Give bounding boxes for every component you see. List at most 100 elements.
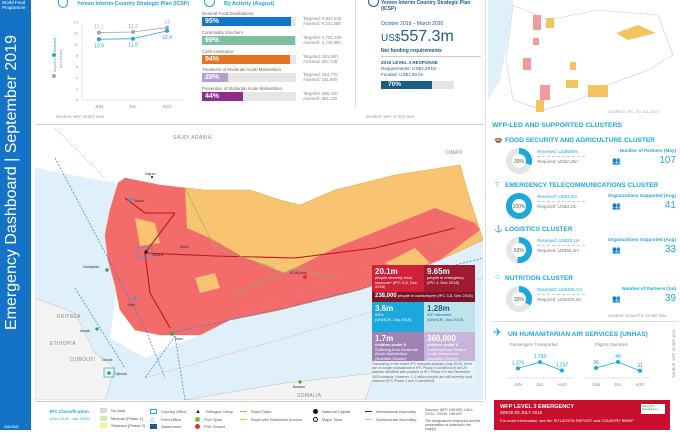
cluster-received: Received: US$106.7m [537, 287, 583, 292]
people-group-icon: 👥 [612, 296, 621, 303]
port-open-icon [195, 416, 200, 422]
divider [355, 0, 356, 108]
funded-progress-bar: 70% [381, 81, 454, 89]
city-taizz[interactable]: Taizz [127, 303, 135, 307]
donut-fill [506, 148, 532, 174]
field-office-icon: △ [150, 416, 155, 423]
legend-label: National Capital [322, 409, 351, 414]
donut-fill [506, 286, 532, 312]
y-tick-label: 4 [76, 75, 79, 80]
activity-numbers: Targeted: 381,580 Assisted: 357,748 [303, 54, 338, 64]
activity-assisted: Assisted: 357,748 [303, 58, 338, 64]
x-tick-label: JUL [536, 382, 544, 387]
activity-targeted: Targeted: 381,580 [303, 53, 338, 59]
stat-mam: 1.7m children under 5 Suffering from Moder… [372, 332, 424, 361]
donut-label: 100% [513, 204, 526, 210]
label-saudi-arabia: SAUDI ARABIA [173, 135, 212, 141]
activity-targeted: Targeted: 2,781,200 [303, 34, 342, 40]
legend-assisted: Assisted [53, 37, 57, 53]
data-label: 13 [164, 20, 170, 26]
nutrition-icon: ☺ [494, 274, 502, 281]
cluster-received: Received: US$29.1m [537, 238, 580, 243]
divider [35, 124, 483, 125]
city-aden[interactable]: Aden [175, 337, 183, 341]
stat-source: (IPC 3-5, Dec 2018) [437, 293, 473, 298]
cluster-name: FOOD SECURITY AND AGRICULTURE CLUSTER [505, 137, 655, 144]
x-tick-label: AUG [162, 104, 171, 109]
funding-amount: US$557.3m [381, 28, 454, 46]
data-point [516, 366, 520, 371]
y-tick-label: 2 [76, 86, 79, 91]
unhas-title: UN HUMANITARIAN AIR SERVICES (UNHAS) [508, 331, 648, 338]
activity-label: Cash Assistance [202, 48, 234, 54]
donut-fill [506, 193, 532, 219]
country-office-icon [137, 246, 153, 258]
stat-value: 238,000 [375, 293, 397, 299]
city-mukalla[interactable]: Al Mukalla [290, 271, 307, 275]
legend-ipc-item: Stressed (Phase 2) [100, 423, 145, 429]
title-separator: | [3, 157, 20, 162]
legend-sources: Sources: WFP, UNOWS, DALL, OCSC, OCHA, U… [425, 408, 481, 431]
data-label: 1,237 [556, 362, 569, 368]
data-label: 12.1 [94, 25, 104, 31]
x-tick-label: AUG [557, 382, 566, 387]
flights-line-chart: JUN JUL AUG 36 46 31 [585, 354, 651, 387]
clusters-source: SOURCE: OCHA FTS, 24 SEP 2019 [608, 314, 667, 318]
city-djibouti[interactable]: Djibouti [115, 372, 127, 376]
activity-numbers: Targeted: 9,837,040 Assisted: 9,331,080 [303, 16, 341, 26]
city-obock[interactable]: Obock [102, 358, 113, 362]
sources-text: Sources: WFP, UNOWS, DALL, OCSC, OCHA, U… [425, 408, 475, 417]
funding-currency: US$ [381, 33, 401, 44]
activity-row: Cash Assistance 94% Targeted: 381,580 Ass… [202, 49, 362, 67]
stat-label: children under 5 [427, 342, 459, 347]
title-text: Emergency Dashboard [3, 166, 20, 330]
city-saada[interactable]: Saada [134, 199, 144, 203]
city-najran[interactable]: Najran [145, 172, 156, 176]
ipc-mini-map: SOURCE: IPC, 30 JUL 2019 [488, 0, 680, 118]
sidebar: World Food Programme Emergency Dashboard… [0, 0, 31, 434]
port-closed-icon [195, 424, 200, 430]
banner-info-link[interactable]: For more information, see the SITUATION … [500, 418, 634, 423]
stat-source: (UNHCR, July 2019) [375, 316, 412, 322]
data-point [616, 360, 620, 365]
clusters-title: WFP-LED AND SUPPORTED CLUSTERS [492, 122, 623, 129]
disclaimer-text: The designations employed and the presen… [425, 418, 481, 432]
legend-boundaries: International Boundary Governorate Bound… [365, 408, 416, 423]
data-label: 46 [615, 354, 621, 360]
x-tick-label: JUL [614, 382, 622, 387]
funding-period: October 2019 – March 2020 [381, 21, 444, 27]
legend-roads: Road Open Road with Restricted Access [240, 408, 302, 423]
stat-catastrophe: 238,000 people in catastrophe (IPC 3-5, … [372, 292, 475, 302]
funding-amount-label: Net funding requirements [381, 48, 442, 54]
legend-label: Governorate Boundary [376, 416, 417, 422]
cluster-required: Required: US$3.2m [537, 204, 577, 209]
stat-source: (IPC 3-5, Dec 2018) [375, 279, 418, 290]
donut-fill [506, 237, 532, 263]
city-sanaa[interactable]: Sana'a [152, 253, 163, 257]
label-ethiopia: ETHIOPIA [50, 341, 76, 347]
activity-targeted: Targeted: 551,770 [303, 72, 338, 78]
banner-title: WFP LEVEL 3 EMERGENCY [500, 404, 575, 410]
cluster-metric-label: Number of Partners (Jul) [622, 286, 676, 291]
city-assab[interactable]: Assab [80, 329, 90, 333]
data-point [560, 368, 564, 373]
legend-points: ▲ Refugee Camp Port Open Port Closed [195, 408, 233, 431]
title-date: September 2019 [3, 34, 20, 154]
divider [381, 56, 481, 57]
legend-ipc-period: (Dec 2018 - Jan 2019) [50, 416, 90, 421]
city-marib[interactable]: Marib [180, 245, 189, 249]
data-label: 11.0 [128, 43, 138, 49]
legend-label: Field Office [161, 416, 182, 422]
org-name: World Food Programme [2, 0, 26, 10]
city-bosaso[interactable]: Bosaso [293, 385, 305, 389]
activity-progress-fill: 95% [202, 17, 292, 26]
logistics-icon: ⚓ [494, 226, 503, 233]
activity-assisted: Assisted: 381,130 [303, 96, 338, 102]
data-point [538, 360, 542, 365]
stat-source: Suffering from Moderate Acute Malnutriti… [375, 346, 419, 361]
food-icon: 🍲 [494, 137, 503, 144]
stat-value: 20.1m [375, 267, 398, 276]
city-hudaydah[interactable]: Hudaydah [83, 265, 99, 269]
funding-value: 557.3m [400, 28, 454, 45]
city-markers: Sana'a Hudaydah Aden Al Mukalla Djibouti… [80, 172, 307, 389]
